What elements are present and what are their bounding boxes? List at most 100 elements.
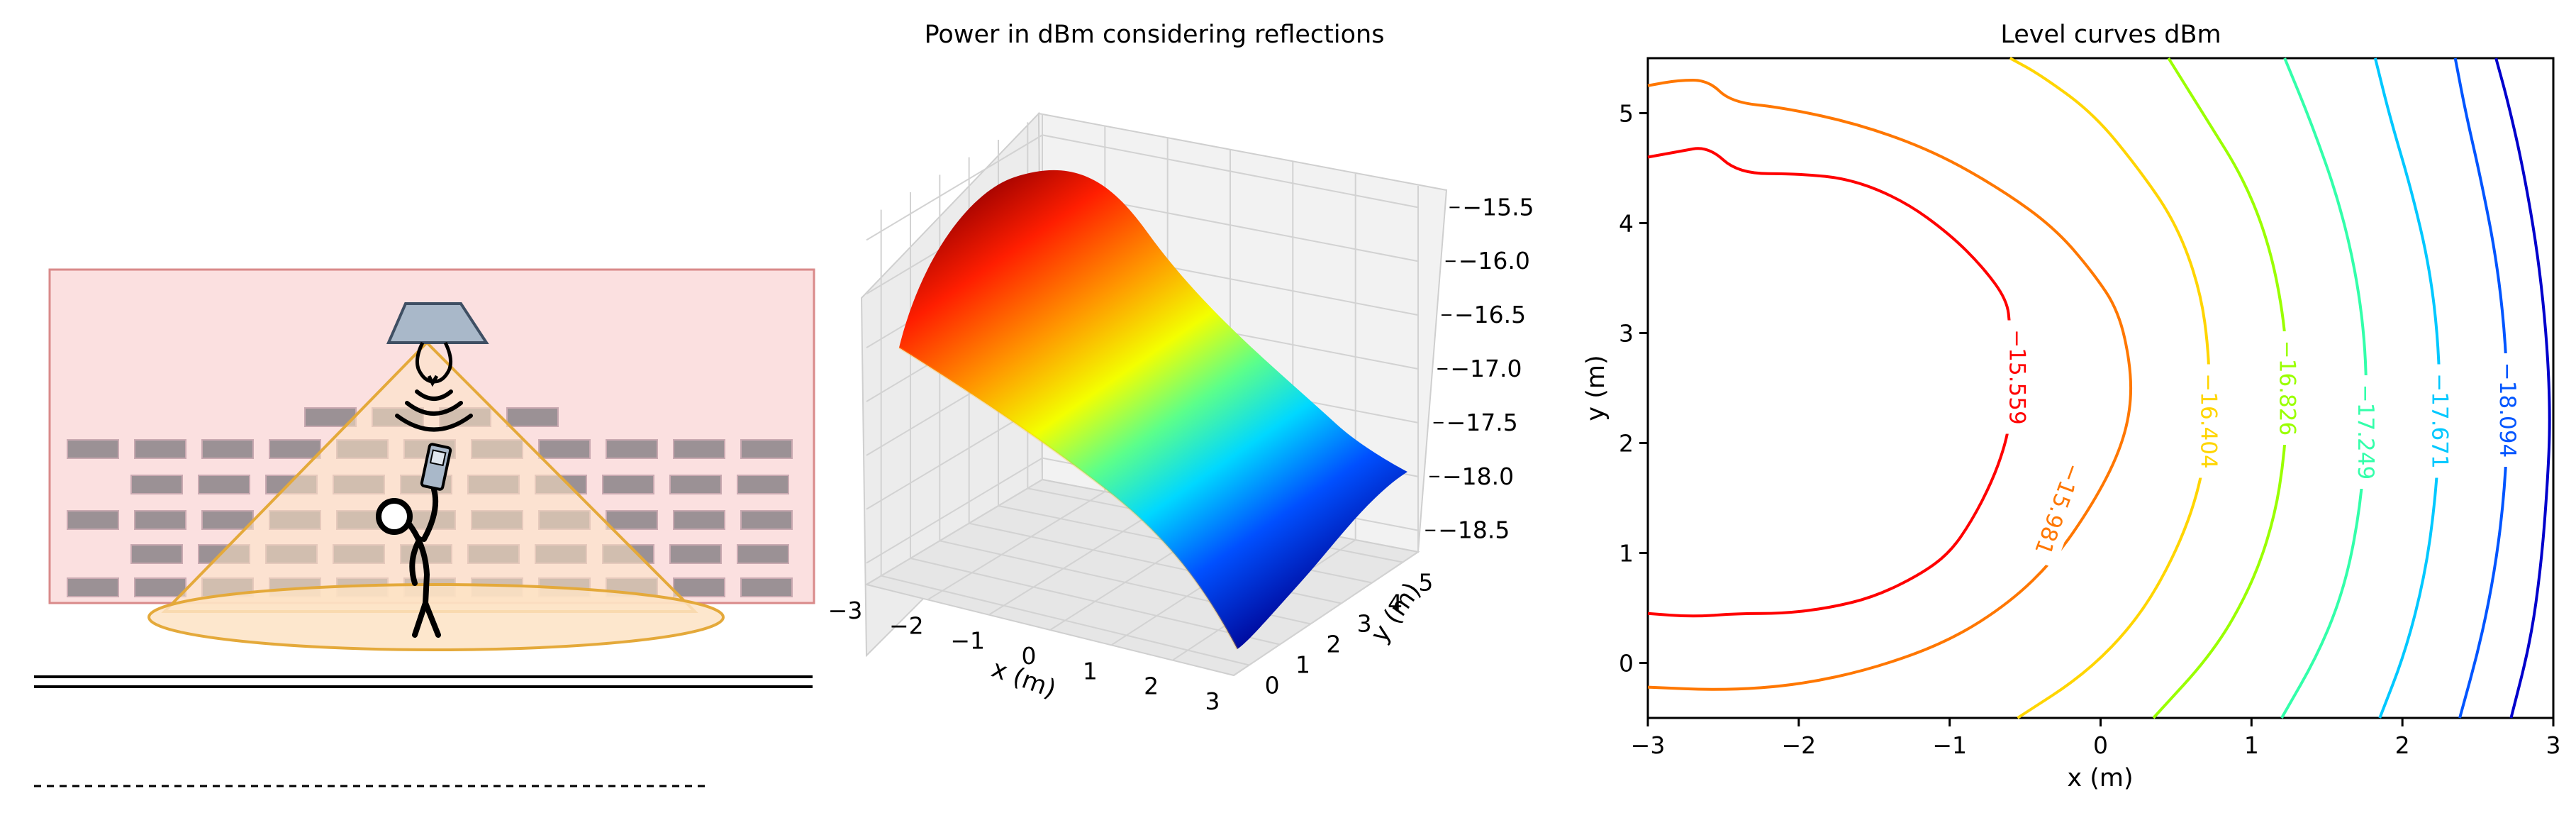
mobile-phone-icon [420,443,452,491]
brick [130,544,183,564]
y-tick-label: 4 [1388,590,1403,617]
grid-line [1233,551,1419,676]
grid-line [881,575,1249,666]
contour-y-ticks: 0 1 2 3 4 5 [1619,100,1648,678]
contour-label: −17.671 [2426,373,2452,468]
y-tick-label: 0 [1619,650,1634,678]
surface-front-edge [898,346,1239,650]
grid-line [866,134,1419,241]
brick [740,510,793,530]
contour-x-ticks: −3 −2 −1 0 1 2 3 [1631,718,2561,759]
contour-axes-frame [1646,57,2555,719]
brick [737,475,789,494]
contour-label: −17.249 [2353,385,2378,480]
z-tick-label: −17.0 [1450,355,1522,382]
brick [538,439,591,459]
brick [198,475,250,494]
y-tick-label: 3 [1619,320,1634,348]
contour-label-gap [2491,353,2526,467]
brick [201,439,254,459]
lamp-shade-icon [386,302,489,344]
y-tick-label: 3 [1357,610,1372,638]
surface-title: Power in dBm considering reflections [925,21,1385,49]
contour-plot-panel: Level curves dBm −15.559−15.981−16.404 −1… [1582,21,2561,792]
z-tick-label: −18.0 [1442,463,1514,490]
brick [269,439,321,459]
brick [740,577,793,597]
x-tick-label: 2 [1144,673,1159,700]
light-spot [147,583,725,651]
x-tick-labels-3d: −3 −2 −1 0 1 2 3 [828,597,1220,715]
brick [304,407,357,427]
contour-label: −16.404 [2196,373,2221,468]
surface-ylabel: y (m) [1366,577,1427,648]
contour-label-gap [2270,331,2305,445]
stick-figure-icon [376,487,441,638]
x-tick-label: 3 [2546,731,2561,759]
x-tick-label: −3 [828,597,863,624]
brick [673,510,725,530]
z-tick-label: −16.0 [1459,247,1530,275]
brick [737,544,789,564]
x-tick-label: −3 [1631,731,1666,759]
z-tick-label: −16.5 [1454,301,1526,328]
brick [67,439,119,459]
grid-line [988,503,1169,616]
z-tick-label: −18.5 [1438,516,1510,544]
brick [673,439,725,459]
y-tick-label: 4 [1619,210,1634,238]
contour-line [2494,57,2551,719]
x-tick-label: 0 [1022,642,1037,670]
signal-waves-icon [395,389,473,432]
contour-label-gap [2423,364,2458,478]
brick [130,475,183,494]
x-tick-label: 2 [2395,731,2410,759]
x-tick-label: −1 [950,627,985,655]
brick [134,577,186,597]
z-tick-label: −15.5 [1462,193,1534,221]
x-tick-label: −2 [1782,731,1817,759]
grid-line [910,558,1281,646]
contour-label: −15.559 [2004,329,2029,424]
brick [134,439,186,459]
brick [134,510,186,530]
contour-line [1647,79,2133,691]
y-tick-label: 1 [1295,651,1310,679]
x-tick-label: −1 [1932,731,1967,759]
z-tick-labels-3d: −15.5 −16.0 −16.5 −17.0 −17.5 −18.0 −18.5 [1425,193,1534,544]
y-tick-label: 5 [1619,100,1634,128]
brick [673,577,725,597]
brick [201,510,254,530]
contour-label-gap [2192,364,2226,478]
contour-label-gap [2000,320,2035,434]
x-tick-label: 0 [2093,731,2108,759]
contour-label-gap [2349,375,2384,489]
contour-label: −16.826 [2274,341,2299,436]
contour-label: −18.094 [2494,363,2520,458]
surface-mesh [899,170,1407,649]
brick [67,510,119,530]
contour-label-gap [2022,450,2094,568]
brick [602,475,654,494]
contour-xlabel: x (m) [2067,764,2133,792]
brick [740,439,793,459]
contour-title: Level curves dBm [2000,21,2221,49]
x-tick-label: −2 [889,612,924,639]
y-tick-label: 2 [1326,631,1341,658]
y-tick-label: 2 [1619,430,1634,458]
brick [669,544,722,564]
x-tick-label: 3 [1205,687,1220,715]
brick [606,510,658,530]
illustration-panel [34,268,815,787]
brick [67,577,119,597]
z-tick-label: −17.5 [1446,409,1518,436]
surface-plot-panel: Power in dBm considering reflections −3−… [828,21,1534,715]
grid-line [866,479,1043,585]
y-tick-label: 0 [1265,672,1280,699]
x-tick-label: 1 [2244,731,2259,759]
contour-ylabel: y (m) [1582,355,1610,421]
brick [506,407,559,427]
grid-line [927,491,1105,601]
